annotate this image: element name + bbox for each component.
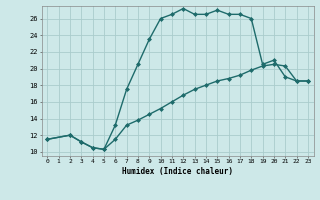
X-axis label: Humidex (Indice chaleur): Humidex (Indice chaleur) bbox=[122, 167, 233, 176]
